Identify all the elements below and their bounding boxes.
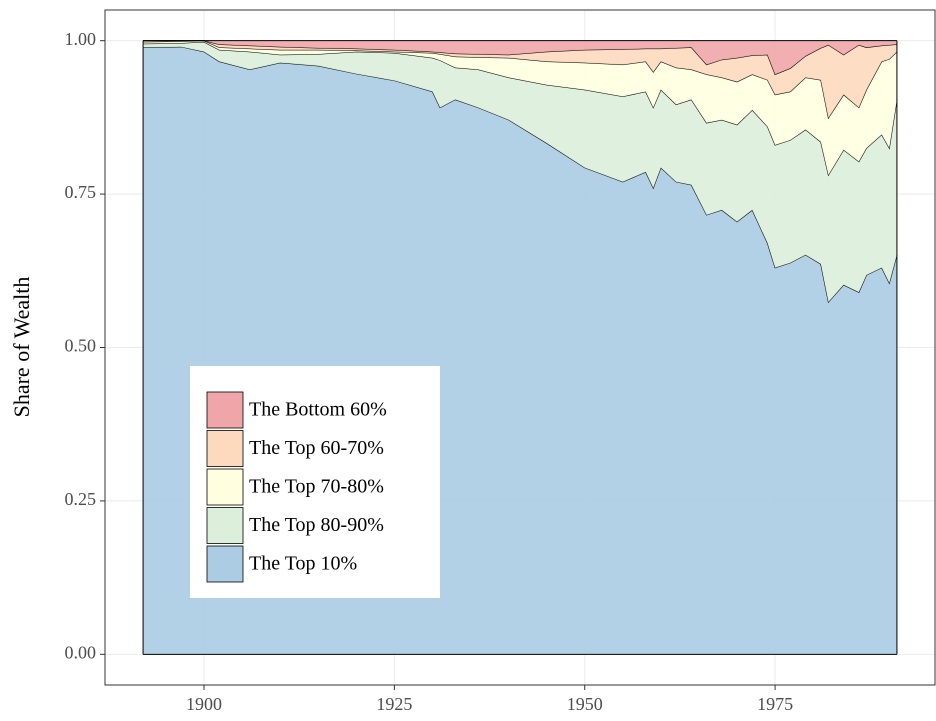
y-tick-label: 1.00 [65, 29, 97, 49]
y-tick-label: 0.75 [65, 182, 97, 202]
legend-key [206, 545, 244, 583]
legend-key [206, 468, 244, 506]
y-tick-label: 0.25 [65, 489, 97, 509]
legend: The Bottom 60% The Top 60-70% The Top 70-8… [190, 366, 440, 598]
area [143, 40, 897, 75]
area [143, 41, 897, 303]
x-tick-label: 1950 [567, 694, 603, 714]
legend-label: The Top 70-80% [249, 476, 384, 498]
legend-label: The Top 60-70% [249, 437, 384, 459]
legend-label: The Top 10% [249, 553, 357, 575]
x-tick-label: 1975 [757, 694, 793, 714]
legend-label: The Bottom 60% [249, 399, 387, 421]
area-edge [143, 40, 898, 120]
legend-key [206, 430, 244, 467]
panel-border [104, 9, 936, 686]
x-tick-label: 1925 [376, 694, 412, 714]
y-tick-label: 0.50 [65, 336, 97, 356]
area [143, 40, 897, 176]
legend-key [206, 507, 244, 544]
legend-label: The Top 80-90% [249, 514, 384, 536]
y-tick-label: 0.00 [65, 642, 97, 662]
x-tick-label: 1900 [186, 694, 222, 714]
area-edge [143, 46, 898, 304]
area [143, 40, 897, 118]
y-axis-label: Share of Wealth [9, 277, 34, 418]
legend-key [206, 391, 244, 429]
